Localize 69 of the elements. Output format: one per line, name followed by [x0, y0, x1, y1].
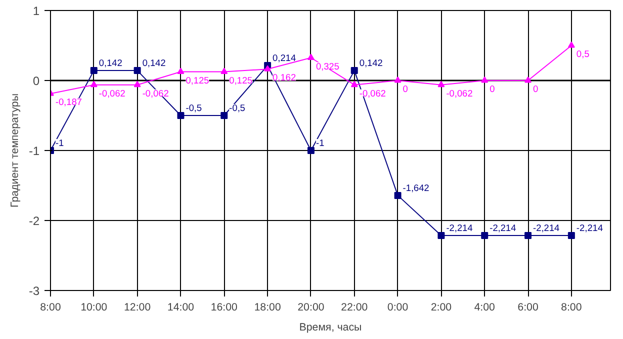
point [307, 54, 314, 60]
x-tick-label: 20:00 [298, 302, 324, 314]
x-tick-label: 4:00 [474, 302, 496, 314]
x-tick-label: 2:00 [430, 302, 452, 314]
data-label: 0,162 [272, 72, 296, 83]
data-label: -2,214 [576, 222, 603, 233]
y-tick-label: -3 [28, 284, 40, 298]
x-tick-label: 10:00 [80, 302, 108, 314]
data-label: -0,062 [98, 88, 126, 98]
y-tick-label: 0 [32, 74, 40, 88]
point [568, 232, 575, 239]
x-tick-label: 8:00 [40, 302, 61, 314]
data-label: -1,642 [402, 182, 430, 193]
point [394, 76, 402, 83]
point [220, 112, 228, 119]
data-label: 0 [402, 84, 408, 94]
point [438, 80, 445, 88]
point [177, 112, 184, 119]
point [264, 65, 272, 72]
x-tick-label: 8:00 [561, 302, 582, 314]
point [524, 76, 532, 83]
y-tick-label: 1 [32, 4, 40, 18]
data-label: -2,214 [446, 222, 473, 233]
point [220, 68, 228, 74]
data-label: -1 [56, 138, 64, 148]
data-label: -1 [316, 138, 324, 148]
point [90, 80, 98, 88]
data-label: -0,062 [359, 88, 386, 98]
x-tick-label: 6:00 [518, 302, 538, 314]
point [568, 42, 575, 48]
data-label: -0,5 [229, 103, 246, 113]
x-axis-title: Время, часы [299, 322, 362, 334]
point [134, 67, 141, 74]
y-tick-label: -1 [28, 144, 40, 158]
data-label: 0,142 [142, 58, 166, 68]
data-label: -2,214 [490, 222, 516, 233]
data-label: 0,125 [229, 75, 252, 86]
point [307, 147, 314, 154]
data-label: -0,062 [446, 88, 473, 98]
data-label: 0,214 [272, 53, 296, 64]
x-tick-label: 16:00 [210, 302, 238, 314]
y-axis-title: Градиент температуры [8, 94, 21, 208]
point [350, 80, 358, 88]
data-label: -0,5 [186, 103, 202, 113]
data-label: -2,214 [533, 222, 560, 233]
point [438, 232, 445, 239]
point [134, 80, 141, 88]
point [350, 67, 358, 74]
x-tick-label: 14:00 [167, 302, 194, 314]
data-label: 0 [533, 84, 538, 94]
x-tick-label: 0:00 [387, 302, 408, 314]
point [394, 192, 402, 199]
y-tick-label: -2 [28, 214, 40, 228]
x-tick-label: 18:00 [254, 302, 281, 314]
point [90, 67, 98, 74]
data-label: -0,062 [142, 88, 169, 98]
x-tick-label: 22:00 [341, 302, 368, 314]
data-label: 0,142 [98, 58, 122, 68]
point [524, 232, 532, 239]
point [481, 232, 488, 239]
point [481, 76, 488, 83]
data-label: 0,142 [359, 58, 383, 68]
data-label: 0 [490, 84, 495, 94]
data-label: 0,325 [316, 61, 340, 72]
data-label: 0,125 [186, 75, 210, 86]
point [177, 68, 184, 74]
data-label: 0,5 [576, 49, 590, 59]
x-tick-label: 12:00 [124, 302, 151, 314]
data-label: -0,187 [56, 97, 82, 108]
